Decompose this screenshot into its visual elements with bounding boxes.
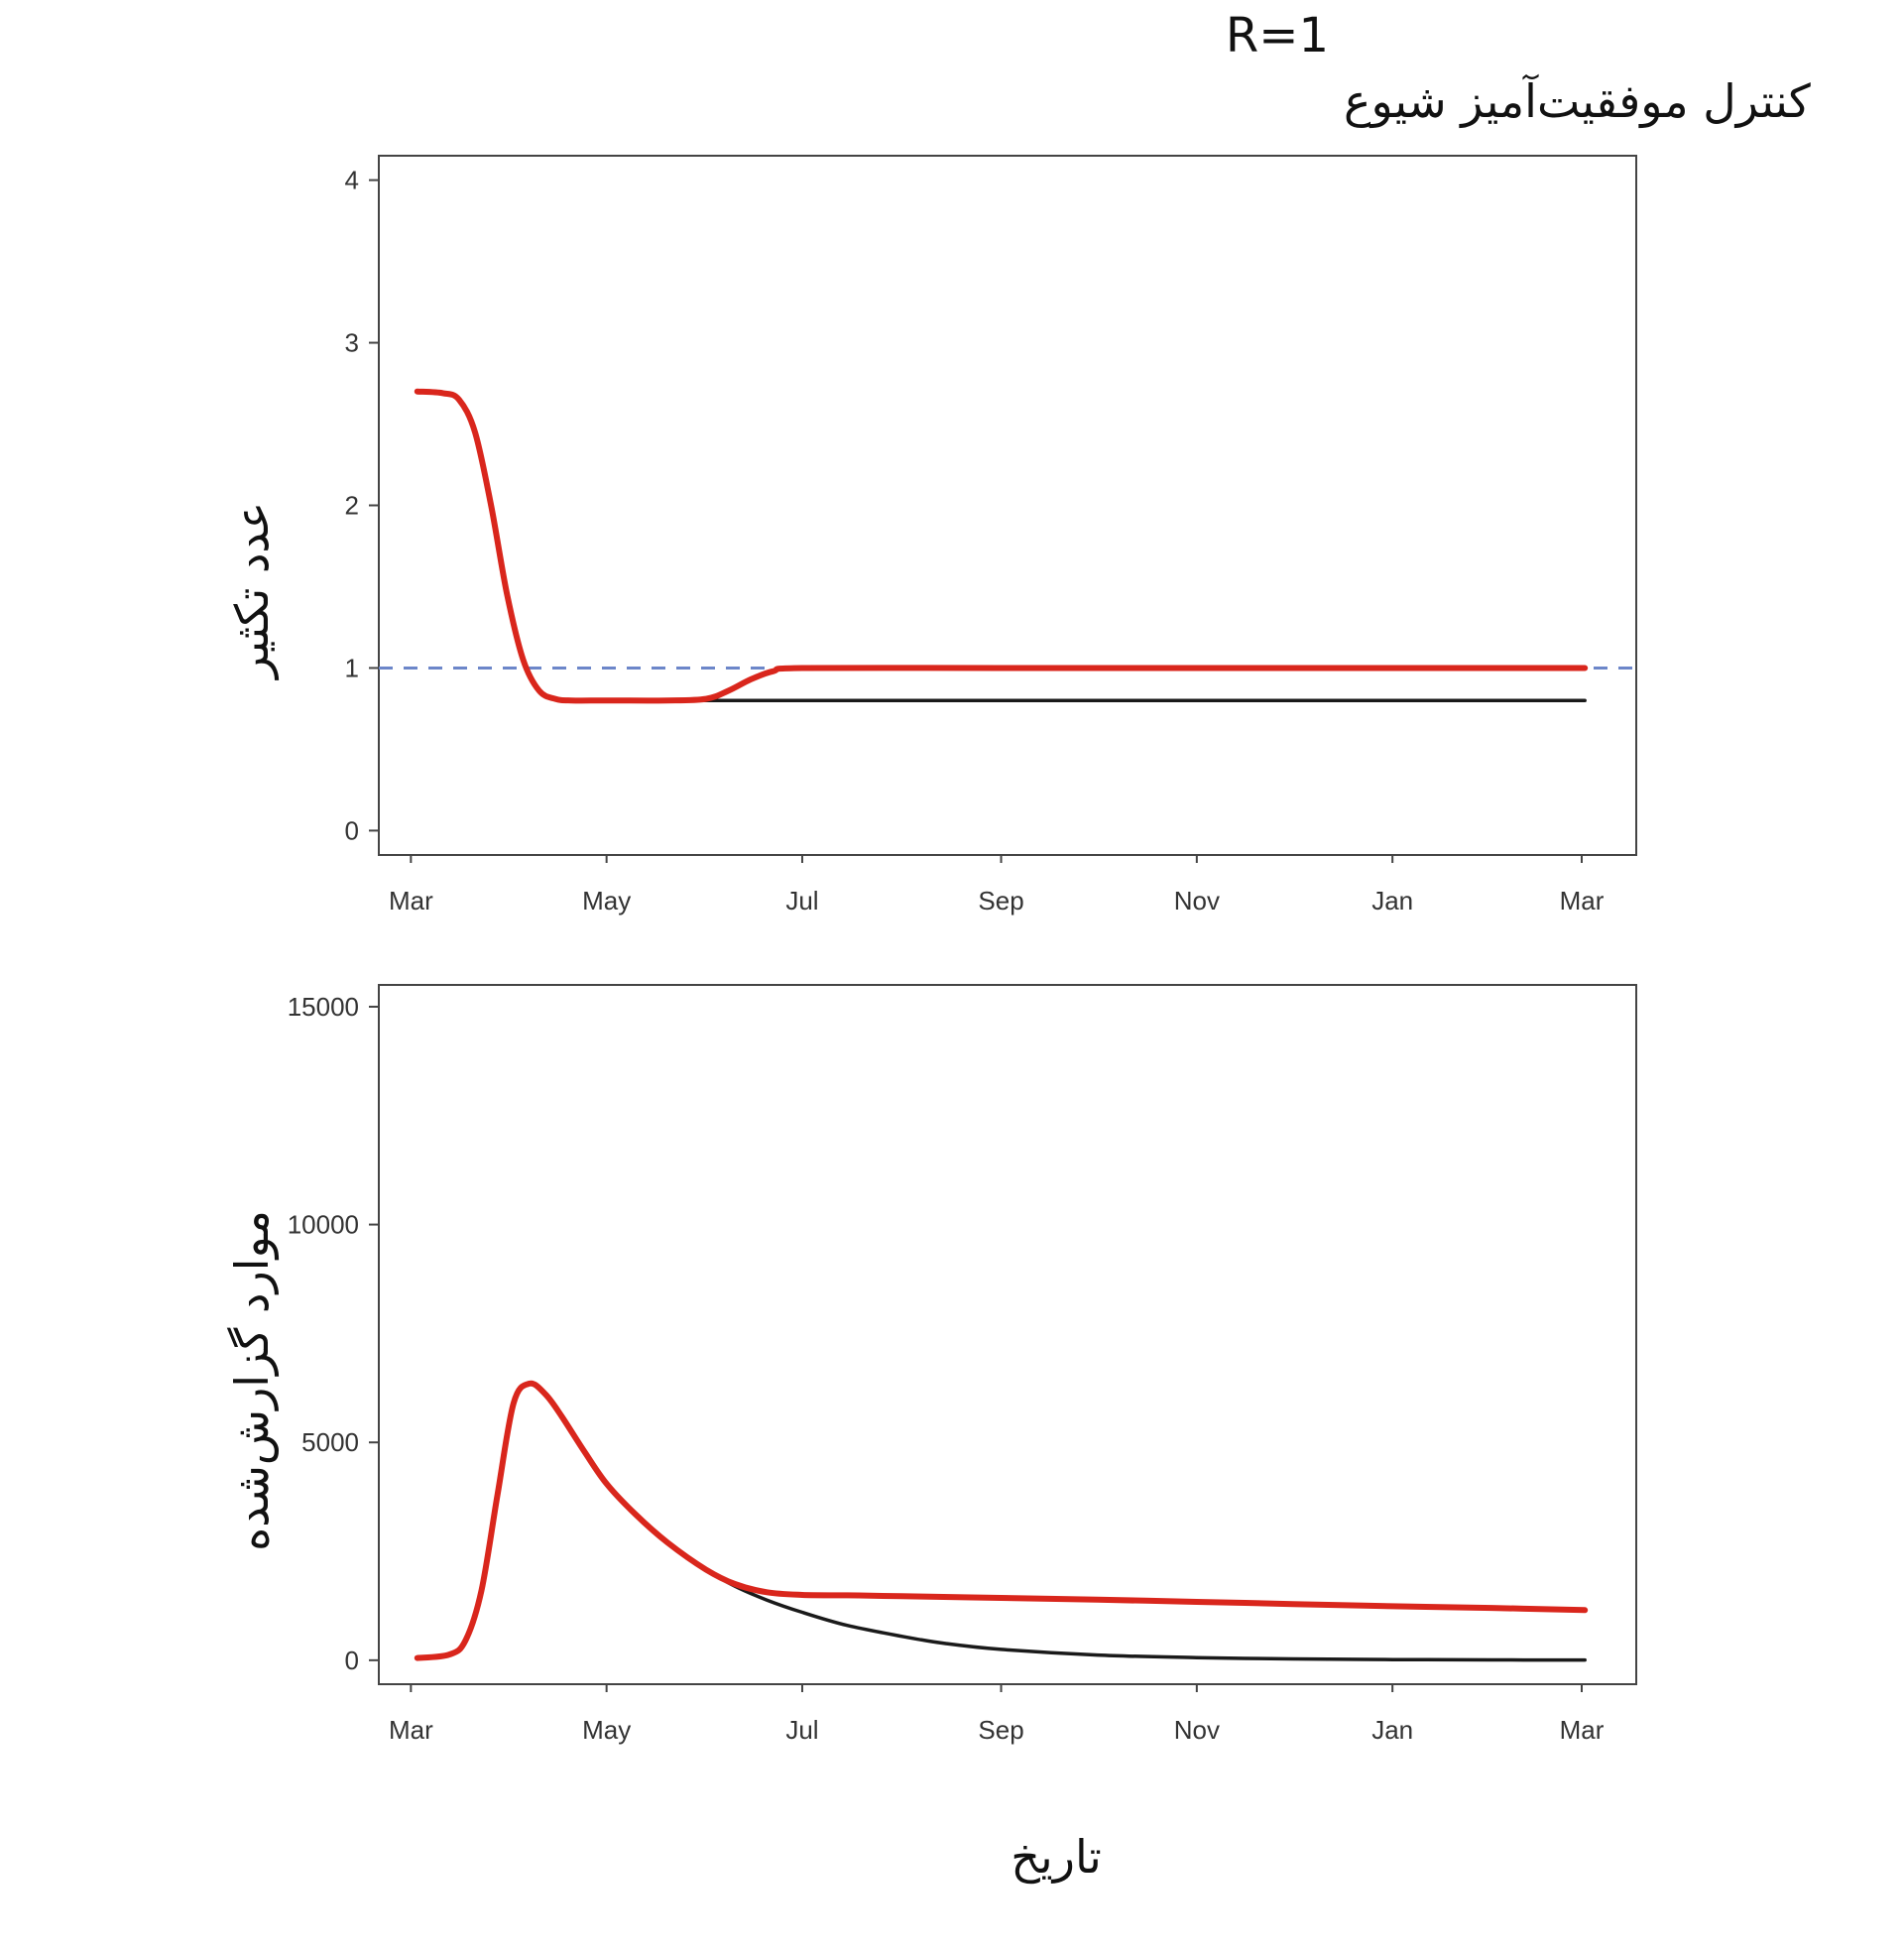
x-axis: Mar May Jul Sep Nov Jan Mar <box>389 855 1605 915</box>
x-tick-label: Mar <box>1560 1715 1605 1745</box>
y-tick-label: 15000 <box>288 992 359 1022</box>
y-tick-label: 0 <box>345 1646 359 1675</box>
y-tick-label: 5000 <box>301 1427 359 1457</box>
y-axis: 0 1 2 3 4 <box>345 166 379 845</box>
series-line-red <box>414 388 1589 704</box>
y-tick-label: 3 <box>345 328 359 358</box>
x-tick-label: Sep <box>978 1715 1023 1745</box>
x-tick-label: Jul <box>785 1715 818 1745</box>
series-line-red <box>414 1380 1589 1661</box>
y-axis-title: عدد تکثیر <box>225 502 280 680</box>
y-tick-label: 2 <box>345 491 359 521</box>
y-tick-label: 4 <box>345 166 359 195</box>
reported-cases-panel: 0 5000 10000 15000 Mar May Jul Sep Nov Jan Mar مو… <box>225 984 1637 1745</box>
x-tick-label: May <box>582 886 631 915</box>
x-tick-label: Nov <box>1174 1715 1220 1745</box>
x-tick-label: Mar <box>389 1715 433 1745</box>
y-tick-label: 0 <box>345 815 359 845</box>
x-axis-title: تاریخ <box>1011 1830 1102 1884</box>
x-tick-label: Sep <box>978 886 1023 915</box>
x-tick-label: Jan <box>1371 886 1413 915</box>
y-axis: 0 5000 10000 15000 <box>288 992 379 1675</box>
x-tick-label: Jan <box>1371 1715 1413 1745</box>
series-group <box>414 1380 1589 1662</box>
y-tick-label: 1 <box>345 653 359 682</box>
y-axis-title: موارد گزارش‌شده <box>225 1210 280 1551</box>
x-tick-label: May <box>582 1715 631 1745</box>
x-tick-label: Nov <box>1174 886 1220 915</box>
x-tick-label: Mar <box>1560 886 1605 915</box>
plot-frame <box>378 984 1637 1685</box>
x-tick-label: Jul <box>785 886 818 915</box>
y-tick-label: 10000 <box>288 1210 359 1240</box>
reproduction-number-panel: 0 1 2 3 4 Mar May Jul Sep Nov Jan Mar عدد تکثیر <box>225 155 1637 915</box>
series-group <box>414 388 1589 704</box>
chart-title-main: کنترل موفقیت‌آمیز شیوع <box>1344 74 1811 129</box>
chart-title-r: R=1 <box>1226 8 1329 63</box>
x-tick-label: Mar <box>389 886 433 915</box>
x-axis: Mar May Jul Sep Nov Jan Mar <box>389 1684 1605 1745</box>
